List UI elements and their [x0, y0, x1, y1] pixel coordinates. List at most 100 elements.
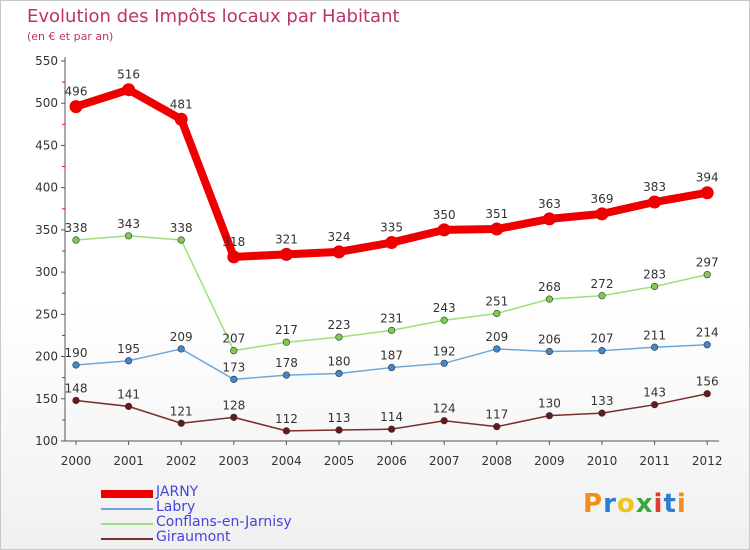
legend-label-labry: Labry [156, 499, 196, 515]
data-label-conflans-en-jarnisy: 223 [328, 318, 351, 332]
y-tick-label: 550 [35, 54, 58, 68]
data-label-jarny: 516 [117, 68, 140, 82]
legend-swatch-conflans [101, 523, 153, 525]
legend-swatch-labry [101, 508, 153, 510]
series-jarny: 496 516 481 318 321 324 335 350 351 363 369 383 394 [65, 68, 719, 264]
x-tick-label: 2000 [61, 454, 92, 468]
data-label-conflans-en-jarnisy: 207 [222, 332, 245, 346]
chart-subtitle: (en € et par an) [27, 30, 114, 43]
data-label-conflans-en-jarnisy: 338 [170, 221, 193, 235]
data-label-jarny: 394 [696, 171, 719, 185]
data-point-conflans-en-jarnisy [493, 309, 501, 318]
x-tick-label: 2004 [271, 454, 302, 468]
data-label-conflans-en-jarnisy: 297 [696, 256, 719, 270]
data-point-giraumont [230, 413, 238, 421]
y-tick-label: 200 [35, 350, 58, 364]
data-label-labry: 211 [643, 328, 666, 342]
data-point-jarny [595, 207, 609, 221]
data-point-conflans-en-jarnisy [388, 326, 396, 334]
data-point-jarny [385, 236, 399, 250]
data-label-conflans-en-jarnisy: 343 [117, 217, 140, 231]
legend-label-giraumont: Giraumont [156, 529, 231, 545]
data-label-jarny: 324 [328, 230, 351, 244]
x-tick-label: 2008 [482, 454, 513, 468]
data-label-conflans-en-jarnisy: 231 [380, 311, 403, 325]
data-point-labry [230, 375, 238, 383]
y-tick-label: 400 [35, 181, 58, 195]
data-label-giraumont: 130 [538, 397, 561, 411]
data-point-conflans-en-jarnisy [598, 292, 606, 300]
data-point-giraumont [124, 402, 133, 410]
y-tick-label: 150 [35, 392, 58, 406]
legend-label-conflans: Conflans-en-Jarnisy [156, 514, 292, 530]
data-point-jarny [490, 222, 504, 236]
data-label-labry: 190 [65, 346, 88, 360]
data-label-giraumont: 117 [485, 408, 508, 422]
data-label-giraumont: 143 [643, 386, 666, 400]
data-label-giraumont: 133 [591, 394, 614, 408]
x-tick-label: 2001 [113, 454, 144, 468]
data-label-jarny: 350 [433, 208, 456, 222]
x-tick-label: 2012 [692, 454, 723, 468]
data-point-conflans-en-jarnisy [282, 338, 291, 346]
data-point-giraumont [177, 419, 185, 427]
data-label-labry: 178 [275, 356, 298, 370]
data-label-conflans-en-jarnisy: 283 [643, 267, 666, 281]
data-point-giraumont [72, 396, 80, 405]
logo-letter: x [635, 489, 654, 519]
y-tick-label: 450 [35, 138, 58, 152]
x-tick-label: 2010 [587, 454, 618, 468]
data-point-conflans-en-jarnisy [124, 232, 133, 240]
data-label-jarny: 321 [275, 232, 298, 246]
data-label-jarny: 363 [538, 197, 561, 211]
data-label-giraumont: 113 [328, 411, 351, 425]
y-tick-label: 350 [35, 223, 58, 237]
logo-letter: i [653, 489, 664, 519]
data-point-labry [282, 371, 291, 379]
x-tick-label: 2007 [429, 454, 460, 468]
data-label-conflans-en-jarnisy: 268 [538, 280, 561, 294]
data-point-conflans-en-jarnisy [545, 295, 554, 303]
data-point-labry [124, 357, 133, 365]
data-label-labry: 195 [117, 342, 140, 356]
data-point-giraumont [650, 401, 659, 409]
data-label-jarny: 318 [222, 235, 245, 249]
y-tick-label: 300 [35, 265, 58, 279]
y-tick-label: 500 [35, 96, 58, 110]
x-tick-label: 2006 [376, 454, 407, 468]
logo-letter: i [676, 489, 687, 519]
data-label-labry: 192 [433, 344, 456, 358]
data-point-conflans-en-jarnisy [440, 316, 448, 324]
data-label-labry: 214 [696, 326, 719, 340]
legend-label-jarny: JARNY [156, 484, 199, 500]
data-point-giraumont [545, 412, 554, 420]
data-point-labry [703, 341, 711, 349]
data-point-conflans-en-jarnisy [72, 236, 80, 244]
data-label-conflans-en-jarnisy: 272 [591, 277, 614, 291]
data-point-labry [650, 343, 659, 351]
data-point-giraumont [598, 409, 606, 417]
data-label-conflans-en-jarnisy: 338 [65, 221, 88, 235]
data-point-labry [598, 347, 606, 355]
x-tick-label: 2005 [324, 454, 355, 468]
y-tick-label: 100 [35, 434, 58, 448]
y-tick-label: 250 [35, 307, 58, 321]
data-point-jarny [542, 212, 556, 226]
x-tick-label: 2009 [534, 454, 565, 468]
data-label-jarny: 335 [380, 221, 403, 235]
x-tick-label: 2011 [639, 454, 670, 468]
data-label-labry: 173 [222, 360, 245, 374]
data-point-jarny [122, 83, 136, 97]
data-label-conflans-en-jarnisy: 217 [275, 323, 298, 337]
data-label-giraumont: 112 [275, 412, 298, 426]
data-point-jarny [648, 195, 662, 209]
data-label-giraumont: 148 [65, 381, 88, 395]
series-labry: 190 195 209 173 178 180 187 192 209 206 207 211 214 [65, 326, 719, 383]
data-point-conflans-en-jarnisy [335, 333, 343, 341]
data-label-jarny: 351 [485, 207, 508, 221]
data-point-jarny [437, 223, 451, 237]
data-point-giraumont [335, 426, 343, 434]
data-point-conflans-en-jarnisy [177, 236, 185, 244]
